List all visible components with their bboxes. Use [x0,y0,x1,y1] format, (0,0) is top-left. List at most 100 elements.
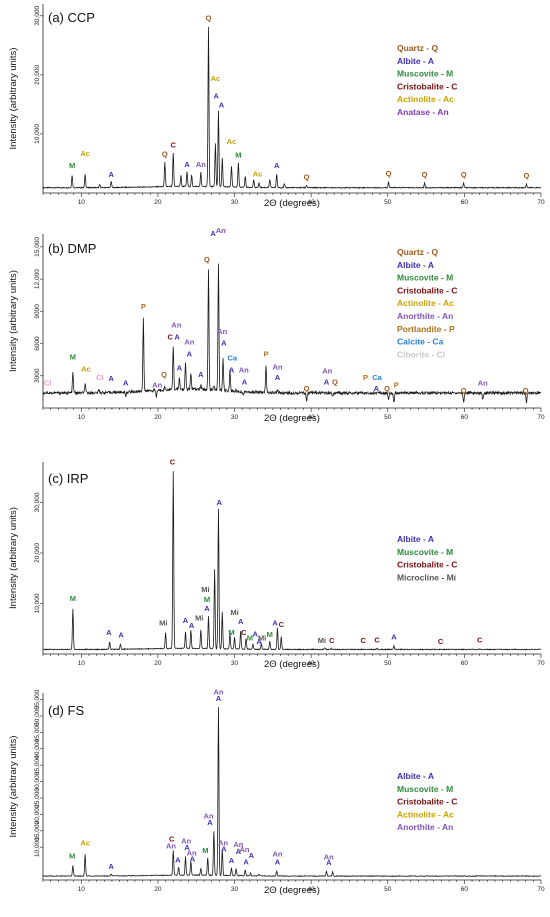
peak-label: A [391,632,397,641]
legend-entry: Muscovite - M [397,547,453,557]
legend-entry: Muscovite - M [397,784,453,794]
peak-label: An [218,839,228,848]
peak-label: Ca [227,354,237,363]
legend-entry: Albite - A [397,771,434,781]
x-axis-title: 2Θ (degrees) [264,885,320,896]
peak-label: An [166,842,176,851]
xrd-trace [42,263,542,404]
peak-label: A [272,619,278,628]
peak-label: Cl [44,378,52,387]
legend-entry: Cristobalite - C [397,81,457,91]
peak-label: An [203,811,213,820]
y-axis-title: Intensity (arbitrary units) [8,270,19,372]
y-tick-label: 9000 [34,304,41,319]
peak-label: Q [162,149,168,158]
peak-label: Q [461,386,467,395]
peak-label: A [229,856,235,865]
peak-label: Cl [96,373,104,382]
peak-label: A [326,858,332,867]
y-tick-label: 25,000 [34,788,41,808]
legend-entry: Microcline - Mi [397,572,456,582]
y-axis-title: Intensity (arbitrary units) [8,736,19,838]
x-tick-label: 20 [154,660,162,667]
peak-label: A [118,630,124,639]
y-tick-label: 20,000 [34,65,41,85]
peak-label: C [171,141,177,150]
peak-label: Q [386,169,392,178]
peak-label: An [272,362,282,371]
peak-label: P [363,373,368,382]
y-tick-label: 10,000 [34,837,41,857]
panel-3: 10 20 30 40 50 60 70 10,000 20,000 30,000 2Θ (degr… [8,458,545,670]
x-tick-label: 10 [78,886,86,893]
peak-label: A [221,844,227,853]
x-tick-label: 60 [461,199,469,206]
x-tick-label: 70 [537,660,545,667]
y-tick-label: 30,000 [34,492,41,512]
peak-label: A [324,377,330,386]
peak-label: An [187,848,197,857]
peak-label: Ac [227,137,237,146]
peak-label: A [216,694,222,703]
x-tick-label: 40 [308,660,316,667]
legend-entry: Portlandite - P [397,324,455,334]
x-tick-label: 30 [231,660,239,667]
peak-label: C [170,458,176,467]
x-tick-label: 40 [308,414,316,421]
peak-label: An [233,840,243,849]
legend-entry: Quartz - Q [397,247,438,257]
y-tick-label: 10,000 [34,124,41,144]
peak-label: An [184,338,194,347]
peak-label: A [174,332,180,341]
peak-label: M [235,151,241,160]
peak-label: An [478,378,488,387]
peak-label: An [324,852,334,861]
peak-label: Q [206,14,212,23]
x-tick-label: 30 [231,886,239,893]
peak-label: Ac [81,364,91,373]
panel-title: (c) IRP [48,471,88,486]
peak-label: C [167,332,173,341]
legend-entry: Actinolite - Ac [397,94,454,104]
peak-label: C [279,620,285,629]
peak-label: Q [204,255,210,264]
legend-entry: Actinolite - Ac [397,809,454,819]
peak-label: M [228,628,234,637]
peak-label: M [70,594,76,603]
peak-label: M [202,846,208,855]
peak-label: A [221,339,227,348]
x-tick-label: 70 [537,199,545,206]
legend-entry: Albite - A [397,534,434,544]
peak-label: A [183,616,189,625]
peak-label: A [189,621,195,630]
legend-entry: Anorthite - An [397,822,453,832]
peak-label: A [236,847,242,856]
peak-label: P [263,349,268,358]
peak-label: M [70,353,76,362]
peak-label: C [329,636,335,645]
peak-label: An [181,836,191,845]
peak-label: C [169,835,175,844]
peak-label: An [239,845,249,854]
peak-label: M [69,161,75,170]
peak-label: Q [384,384,390,393]
panel-title: (d) FS [48,703,84,718]
peak-label: M [267,630,273,639]
y-tick-label: 20,000 [34,804,41,824]
peak-label: P [394,381,399,390]
x-tick-label: 10 [78,414,86,421]
peak-label: A [275,373,281,382]
y-tick-label: 3000 [34,368,41,383]
peak-label: M [247,633,253,642]
x-tick-label: 10 [78,199,86,206]
peak-label: Q [304,172,310,181]
peak-label: An [196,160,206,169]
y-tick-label: 20,000 [34,543,41,563]
legend-entry: Cristobalite - C [397,797,457,807]
legend-entry: Cristobalite - C [397,560,457,570]
peak-label: A [106,628,112,637]
y-tick-label: 50,000 [34,706,41,726]
peak-label: Mi [201,585,209,594]
x-tick-label: 50 [384,414,392,421]
